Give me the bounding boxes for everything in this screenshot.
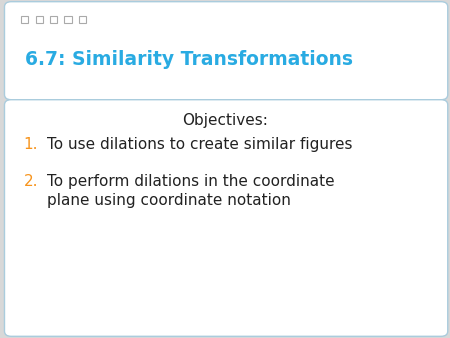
FancyBboxPatch shape xyxy=(4,100,448,336)
Bar xyxy=(64,16,72,23)
Text: To use dilations to create similar figures: To use dilations to create similar figur… xyxy=(47,137,353,152)
FancyBboxPatch shape xyxy=(4,2,448,100)
Bar xyxy=(21,16,28,23)
Bar xyxy=(79,16,86,23)
Text: Objectives:: Objectives: xyxy=(182,113,268,128)
Text: 2.: 2. xyxy=(24,174,38,189)
Text: 6.7: Similarity Transformations: 6.7: Similarity Transformations xyxy=(25,50,353,69)
Bar xyxy=(50,16,57,23)
Text: 1.: 1. xyxy=(24,137,38,152)
Bar xyxy=(36,16,43,23)
Text: To perform dilations in the coordinate
plane using coordinate notation: To perform dilations in the coordinate p… xyxy=(47,174,335,208)
